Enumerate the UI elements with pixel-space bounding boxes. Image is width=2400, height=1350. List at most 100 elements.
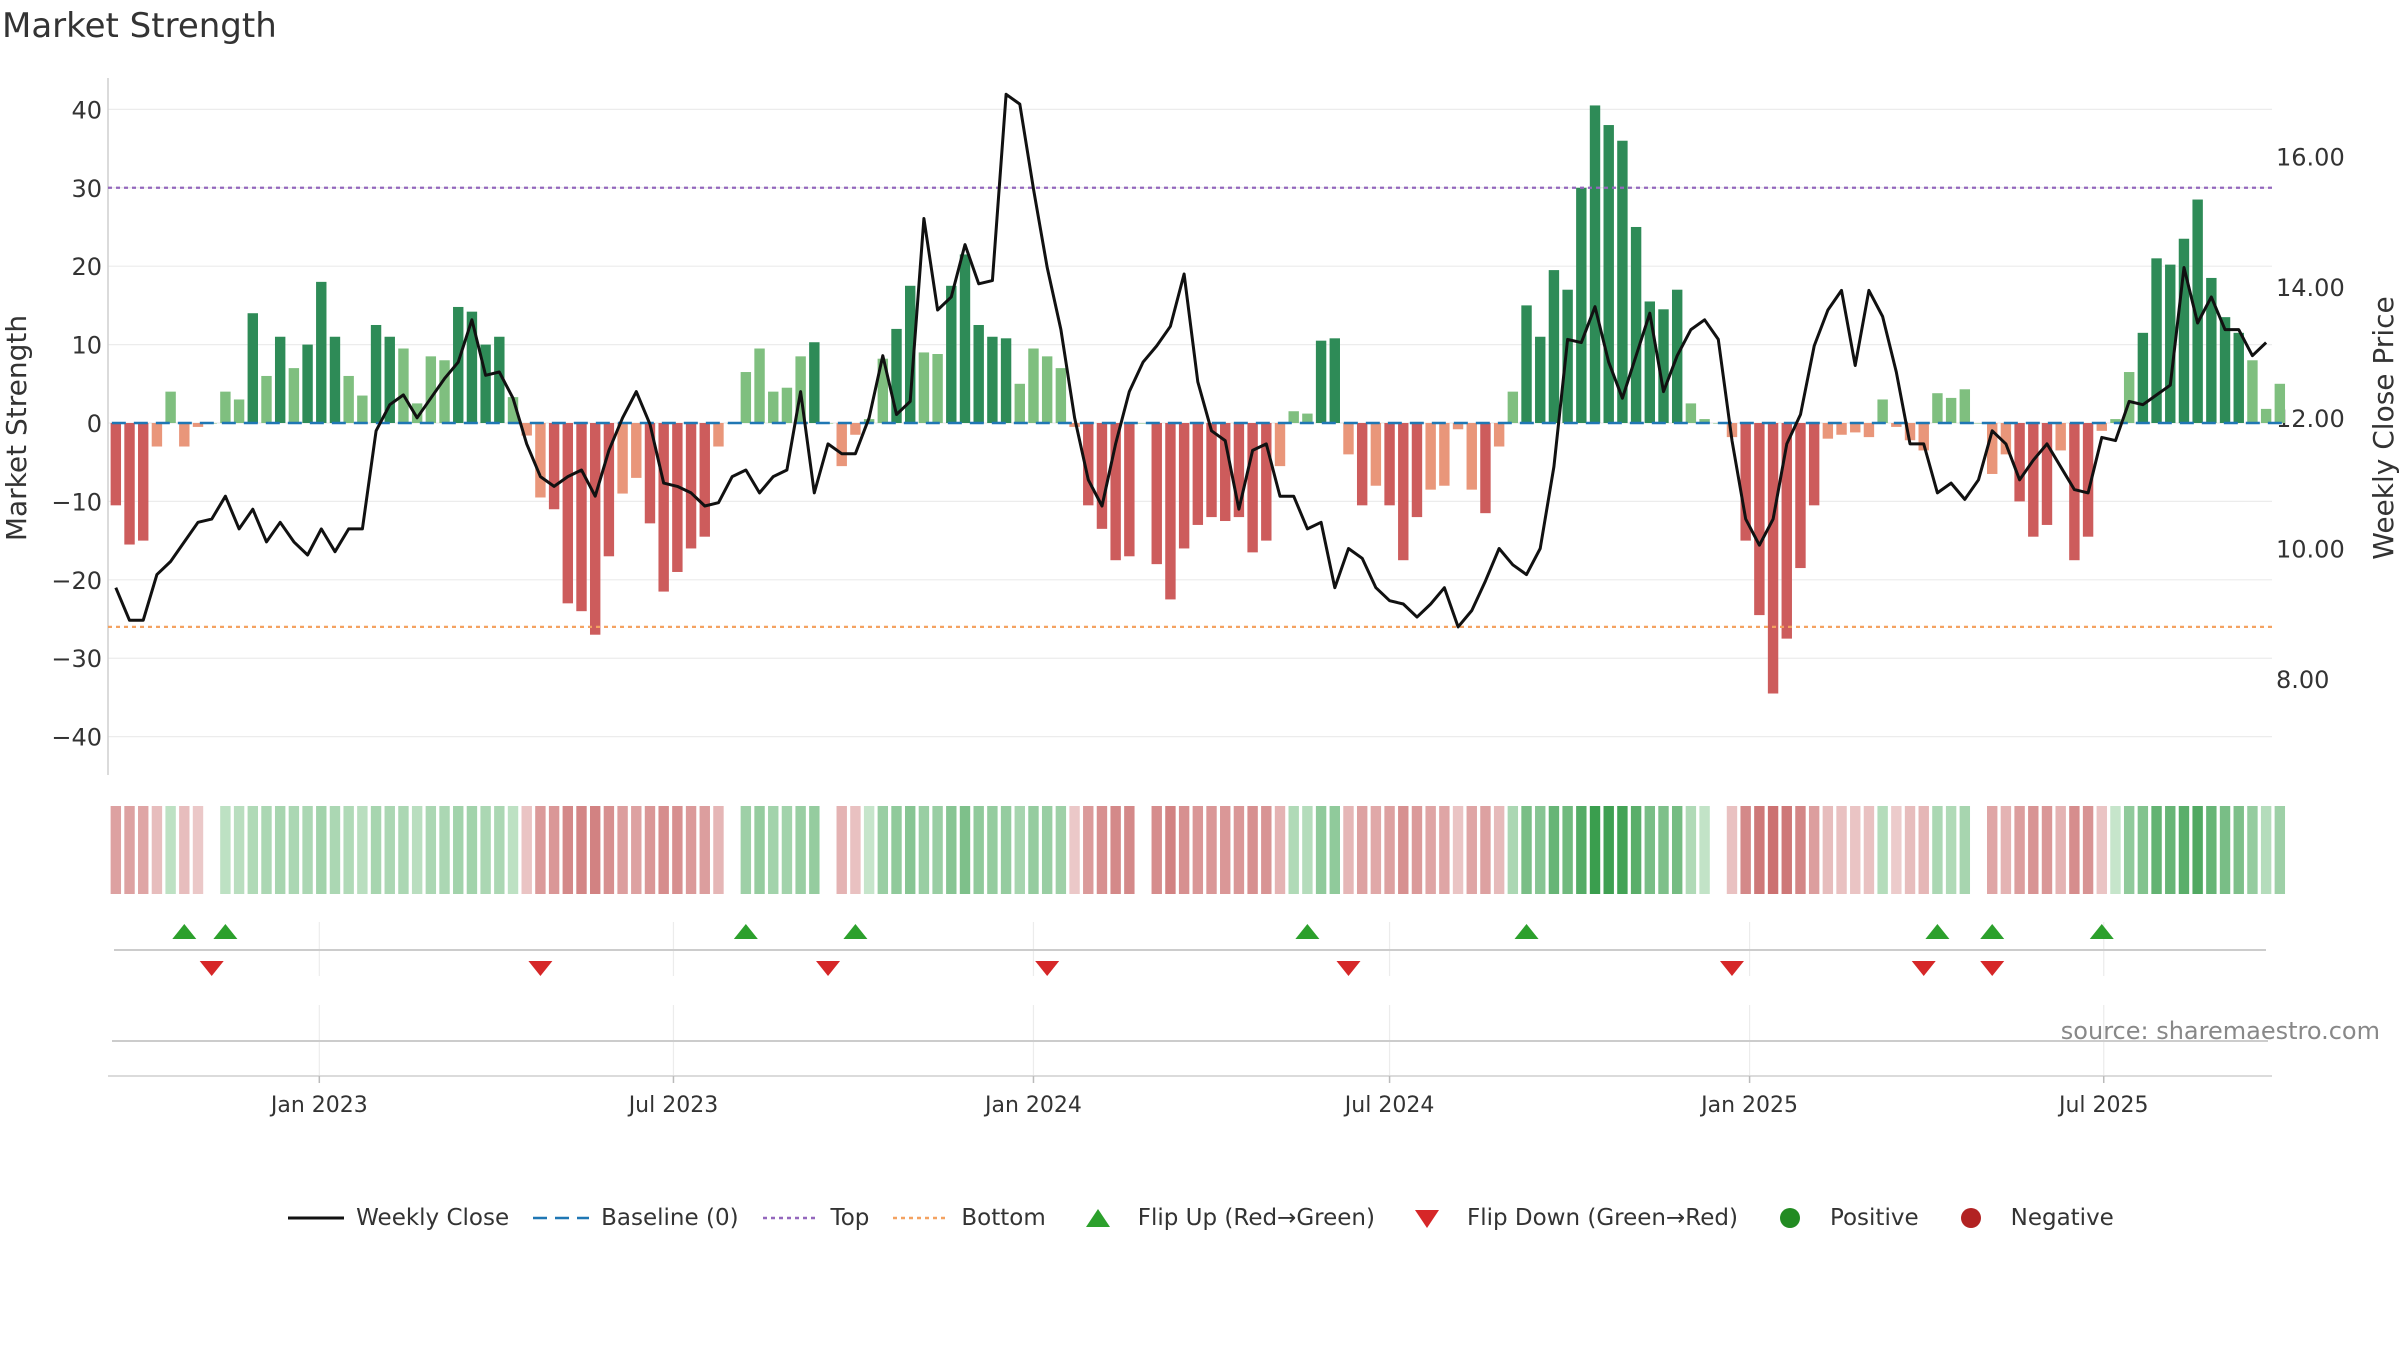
band-cell (809, 806, 820, 894)
band-cell (2069, 806, 2080, 894)
band-cell (1384, 806, 1395, 894)
band-cell (589, 806, 601, 894)
strength-bar (1740, 423, 1751, 541)
legend-item-positive: Positive (1760, 1205, 1919, 1231)
band-cell (1932, 806, 1943, 894)
strength-bar (2151, 258, 2162, 423)
strength-bar (1083, 423, 1094, 506)
y-tick-label-left: 20 (71, 253, 102, 281)
band-cell (220, 806, 231, 894)
flip-down-triangle-icon (1397, 1206, 1457, 1230)
strength-bar (1589, 105, 1601, 424)
strength-bar (2069, 423, 2080, 561)
strength-bar (110, 423, 122, 506)
band-cell (713, 806, 724, 894)
band-cell (1863, 806, 1875, 894)
legend-item-baseline: Baseline (0) (531, 1205, 739, 1231)
band-cell (672, 806, 683, 894)
band-cell (2260, 806, 2272, 894)
flip-down-marker (1911, 961, 1936, 976)
band-cell (1315, 806, 1327, 894)
band-cell (1836, 806, 1847, 894)
strength-bar (316, 281, 327, 423)
band-cell (1288, 806, 1299, 894)
weekly-close-line (114, 92, 2268, 629)
y-tick-label-right: 12.00 (2276, 405, 2345, 433)
band-cell (1891, 806, 1902, 894)
band-cell (548, 806, 560, 894)
band-cell (877, 806, 889, 894)
y-tick-label-left: −20 (51, 567, 102, 595)
strength-bar (2000, 423, 2012, 455)
strength-bar (439, 360, 450, 423)
strength-bar (1411, 423, 1423, 518)
band-cell (1439, 806, 1450, 894)
strength-bar (1384, 423, 1395, 506)
band-cell (836, 806, 847, 894)
strength-bar (1781, 423, 1792, 639)
negative-dot-icon (1941, 1206, 2001, 1230)
strength-bar (1000, 338, 1012, 423)
band-cell (2137, 806, 2149, 894)
band-cell (685, 806, 697, 894)
strength-bar (1945, 397, 1957, 423)
band-cell (1658, 806, 1669, 894)
band-cell (316, 806, 327, 894)
chart-legend: Weekly Close Baseline (0) Top Bottom Fli… (0, 1205, 2400, 1231)
band-cell (1808, 806, 1820, 894)
strength-bar (1644, 301, 1656, 423)
legend-label-weekly-close: Weekly Close (356, 1205, 510, 1231)
strength-bar (1055, 368, 1067, 423)
strength-bar (1096, 423, 1108, 529)
strength-bar (973, 324, 984, 423)
band-cell (863, 806, 875, 894)
legend-item-bottom: Bottom (891, 1205, 1046, 1231)
flip-up-marker (843, 924, 868, 939)
legend-item-top: Top (761, 1205, 869, 1231)
strength-bar (2274, 383, 2286, 423)
strength-bar (1370, 423, 1382, 486)
band-cell (781, 806, 793, 894)
band-cell (1740, 806, 1751, 894)
band-cell (1726, 806, 1738, 894)
strength-bar (891, 328, 902, 423)
band-cell (1822, 806, 1834, 894)
strength-bar (274, 336, 286, 423)
strength-bar (370, 324, 382, 423)
band-cell (2123, 806, 2135, 894)
strength-bar (535, 423, 546, 498)
strength-bar (1850, 423, 1861, 433)
strength-bar (1987, 423, 1998, 474)
strength-bar (1151, 423, 1162, 565)
band-cell (1850, 806, 1861, 894)
strength-bar (1302, 413, 1313, 423)
band-cell (1535, 806, 1546, 894)
strength-bar (959, 254, 971, 423)
strength-bar (1767, 423, 1779, 694)
strength-bar (480, 344, 491, 423)
band-cell (1274, 806, 1286, 894)
legend-label-flip-up: Flip Up (Red→Green) (1137, 1205, 1375, 1231)
strength-bar (261, 375, 272, 423)
strength-bar (877, 358, 889, 423)
strength-bar (1836, 423, 1847, 435)
flip-up-marker (1925, 924, 1950, 939)
strength-bar (1261, 423, 1272, 541)
band-cell (2165, 806, 2176, 894)
band-cell (768, 806, 779, 894)
band-cell (2000, 806, 2012, 894)
legend-label-negative: Negative (2010, 1205, 2114, 1231)
strength-bar (672, 423, 683, 572)
strength-bar (2206, 277, 2217, 423)
flip-up-marker (172, 924, 197, 939)
strength-bar (247, 313, 258, 423)
band-cell (932, 806, 943, 894)
strength-bar (1891, 423, 1902, 427)
flip-up-marker (2089, 924, 2114, 939)
strength-bar (124, 423, 135, 545)
band-cell (1918, 806, 1929, 894)
legend-item-flip-down: Flip Down (Green→Red) (1397, 1205, 1738, 1231)
band-cell (453, 806, 464, 894)
strength-bar (1165, 423, 1176, 600)
strength-bar (740, 372, 752, 423)
